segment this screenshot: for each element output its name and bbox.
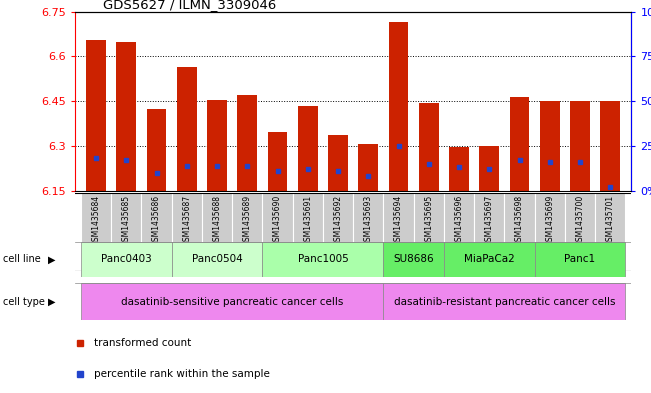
Bar — [480, 146, 499, 191]
Bar — [172, 193, 202, 271]
Bar — [86, 40, 106, 191]
Bar — [328, 136, 348, 191]
Bar — [565, 193, 595, 271]
Bar — [111, 193, 141, 271]
Text: GDS5627 / ILMN_3309046: GDS5627 / ILMN_3309046 — [103, 0, 276, 11]
Bar — [383, 193, 413, 271]
Text: GSM1435690: GSM1435690 — [273, 195, 282, 246]
Text: GSM1435700: GSM1435700 — [575, 195, 585, 246]
Bar — [383, 283, 626, 320]
Bar — [540, 101, 560, 191]
Bar — [359, 144, 378, 191]
Bar — [238, 95, 257, 191]
Text: ▶: ▶ — [48, 254, 55, 264]
Bar — [232, 193, 262, 271]
Bar — [595, 193, 626, 271]
Bar — [207, 100, 227, 191]
Bar — [419, 103, 439, 191]
Text: ▶: ▶ — [48, 297, 55, 307]
Text: GSM1435691: GSM1435691 — [303, 195, 312, 246]
Text: GSM1435689: GSM1435689 — [243, 195, 252, 246]
Text: GSM1435693: GSM1435693 — [364, 195, 373, 246]
Text: GSM1435695: GSM1435695 — [424, 195, 434, 246]
Text: GSM1435686: GSM1435686 — [152, 195, 161, 246]
Bar — [293, 193, 323, 271]
Bar — [413, 193, 444, 271]
Bar — [353, 193, 383, 271]
Bar — [510, 97, 529, 191]
Text: GSM1435685: GSM1435685 — [122, 195, 131, 246]
Bar — [81, 283, 383, 320]
Bar — [600, 101, 620, 191]
Bar — [268, 132, 287, 191]
Bar — [262, 193, 293, 271]
Text: GSM1435696: GSM1435696 — [454, 195, 464, 246]
Bar — [298, 106, 318, 191]
Bar — [81, 193, 111, 271]
Bar — [444, 193, 474, 271]
Text: GSM1435684: GSM1435684 — [92, 195, 100, 246]
Text: GSM1435697: GSM1435697 — [485, 195, 494, 246]
Text: GSM1435692: GSM1435692 — [333, 195, 342, 246]
Text: SU8686: SU8686 — [393, 254, 434, 264]
Bar — [172, 242, 262, 277]
Text: cell line: cell line — [3, 254, 41, 264]
Bar — [146, 108, 167, 191]
Text: GSM1435699: GSM1435699 — [546, 195, 554, 246]
Text: GSM1435688: GSM1435688 — [212, 195, 221, 246]
Bar — [449, 147, 469, 191]
Bar — [505, 193, 534, 271]
Bar — [383, 242, 444, 277]
Bar — [81, 242, 172, 277]
Bar — [323, 193, 353, 271]
Bar — [389, 22, 408, 191]
Text: Panc0504: Panc0504 — [191, 254, 242, 264]
Bar — [202, 193, 232, 271]
Text: GSM1435698: GSM1435698 — [515, 195, 524, 246]
Text: GSM1435701: GSM1435701 — [606, 195, 615, 246]
Text: Panc0403: Panc0403 — [101, 254, 152, 264]
Text: dasatinib-sensitive pancreatic cancer cells: dasatinib-sensitive pancreatic cancer ce… — [121, 297, 343, 307]
Bar — [534, 193, 565, 271]
Text: cell type: cell type — [3, 297, 45, 307]
Bar — [262, 242, 383, 277]
Text: GSM1435694: GSM1435694 — [394, 195, 403, 246]
Text: Panc1: Panc1 — [564, 254, 596, 264]
Text: MiaPaCa2: MiaPaCa2 — [464, 254, 515, 264]
Bar — [141, 193, 172, 271]
Text: Panc1005: Panc1005 — [298, 254, 348, 264]
Text: transformed count: transformed count — [94, 338, 191, 348]
Bar — [177, 67, 197, 191]
Bar — [534, 242, 626, 277]
Bar — [474, 193, 505, 271]
Text: dasatinib-resistant pancreatic cancer cells: dasatinib-resistant pancreatic cancer ce… — [394, 297, 615, 307]
Bar — [570, 101, 590, 191]
Bar — [444, 242, 534, 277]
Bar — [117, 42, 136, 191]
Text: percentile rank within the sample: percentile rank within the sample — [94, 369, 270, 379]
Text: GSM1435687: GSM1435687 — [182, 195, 191, 246]
